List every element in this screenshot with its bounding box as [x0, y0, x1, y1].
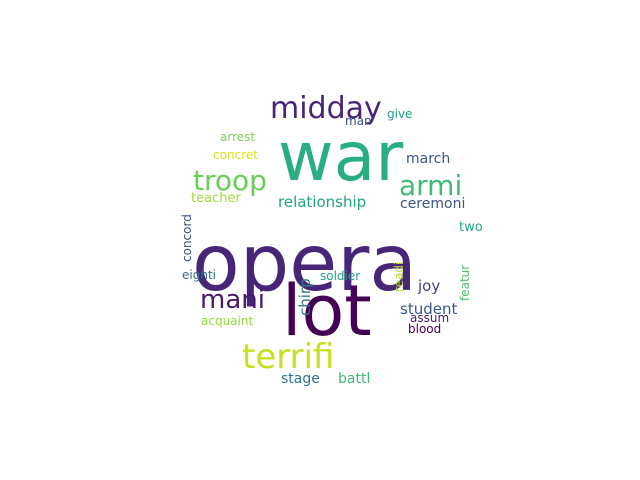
- word-troop: troop: [193, 164, 267, 197]
- word-war: war: [278, 118, 403, 197]
- word-arrest: arrest: [220, 130, 255, 144]
- word-mani: mani: [200, 285, 265, 315]
- word-stage: stage: [281, 371, 320, 387]
- word-readi: readi: [392, 262, 406, 292]
- word-ceremoni: ceremoni: [400, 196, 465, 212]
- word-battl: battl: [338, 371, 370, 387]
- word-opera: opera: [192, 219, 417, 309]
- word-joy: joy: [417, 277, 440, 295]
- word-acquaint: acquaint: [201, 314, 253, 328]
- word-terrifi: terrifi: [242, 337, 334, 377]
- word-concord: concord: [180, 214, 194, 262]
- word-lot: lot: [282, 270, 372, 352]
- word-march: march: [406, 151, 450, 167]
- word-midday: midday: [270, 91, 382, 126]
- word-assum: assum: [410, 311, 449, 325]
- word-student: student: [400, 300, 457, 318]
- word-armi: armi: [399, 169, 462, 202]
- word-give: give: [387, 107, 412, 121]
- word-featur: featur: [458, 265, 472, 301]
- word-relationship: relationship: [278, 193, 366, 211]
- word-teacher: teacher: [191, 191, 241, 206]
- word-two: two: [459, 220, 483, 235]
- word-chirp: chirp: [296, 278, 314, 316]
- word-concret: concret: [213, 148, 258, 162]
- word-eighti: eighti: [182, 268, 216, 282]
- word-soldier: soldier: [320, 269, 360, 283]
- word-blood: blood: [408, 322, 441, 336]
- word-man: man: [345, 114, 372, 128]
